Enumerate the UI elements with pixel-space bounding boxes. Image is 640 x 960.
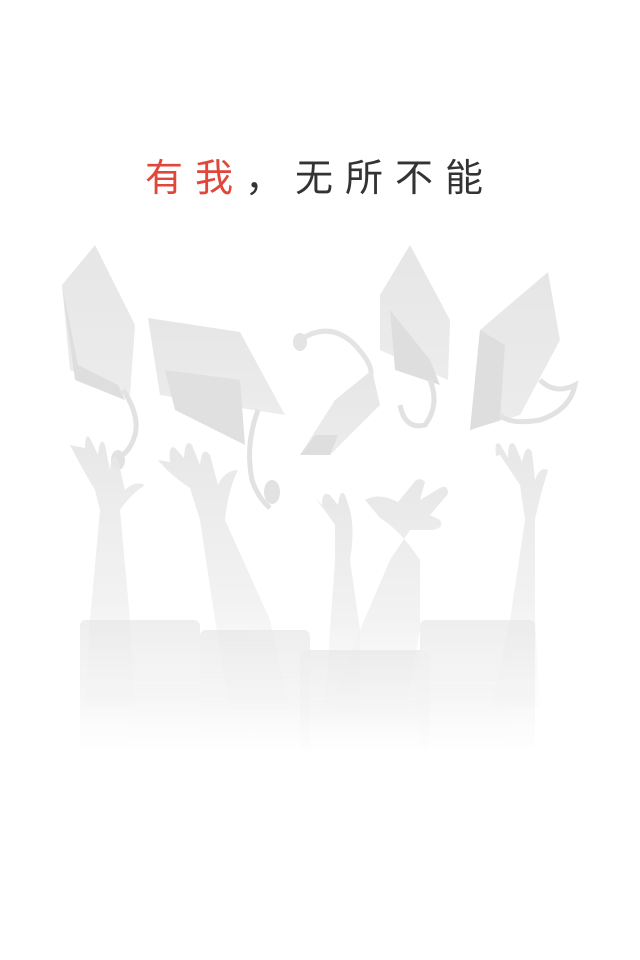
graduation-cap-icon — [293, 328, 380, 455]
sleeves — [80, 620, 535, 750]
headline-rest: ，无所不能 — [245, 156, 496, 200]
graduation-cap-icon — [148, 318, 285, 510]
headline-accent: 有我 — [144, 156, 245, 200]
graduation-cap-icon — [62, 245, 139, 470]
graduation-cap-icon — [380, 245, 450, 429]
graduation-cap-icon — [470, 272, 579, 430]
headline-slogan: 有我，无所不能 — [0, 150, 640, 206]
graduation-caps-and-hands-icon — [62, 245, 579, 750]
